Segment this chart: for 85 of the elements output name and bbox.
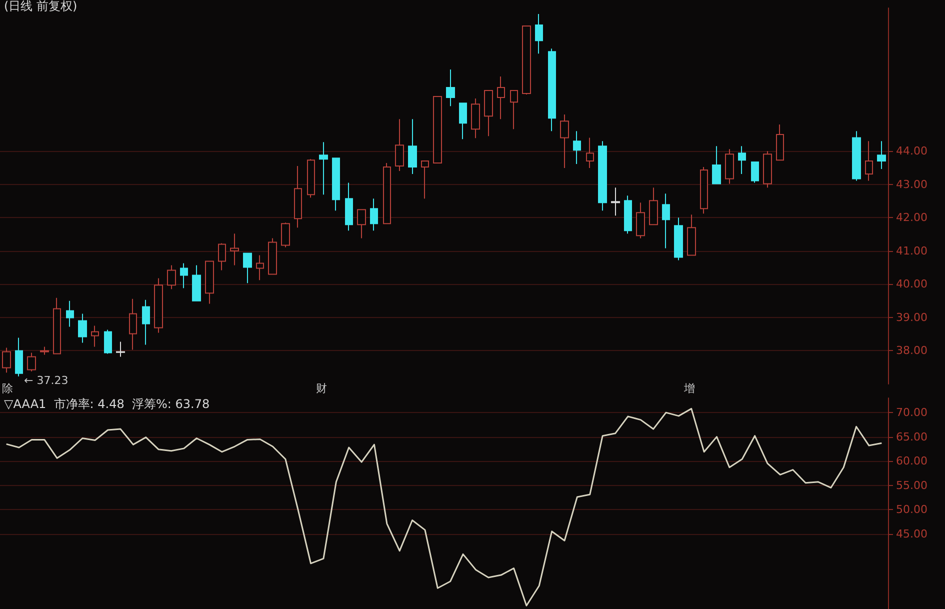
candlestick (535, 13, 543, 54)
candlestick (560, 114, 569, 169)
candlestick (636, 202, 645, 239)
candlestick (205, 260, 214, 304)
candlestick (78, 313, 87, 344)
candlestick (27, 352, 36, 372)
candlestick (586, 137, 594, 169)
annotation: 除 (2, 382, 13, 395)
candlestick (2, 347, 11, 374)
candlestick (154, 278, 163, 334)
candlestick (522, 25, 531, 96)
y-tick-label: 55.00 (896, 478, 928, 492)
y-tick-label: 70.00 (896, 406, 928, 420)
candlestick (256, 254, 264, 281)
candlestick (408, 118, 417, 175)
chart-title: ▽AAA1 市净率: 4.48 浮筹%: 63.78 (4, 397, 210, 411)
y-tick-label: 39.00 (896, 310, 928, 324)
candlestick (53, 297, 61, 354)
candlestick (218, 242, 226, 271)
candlestick (66, 300, 74, 328)
y-tick-label: 40.00 (896, 278, 928, 291)
candlestick (383, 162, 391, 224)
candlestick (776, 124, 784, 161)
candlestick (104, 329, 112, 354)
candlestick (116, 341, 125, 358)
y-tick-label: 43.00 (896, 178, 928, 191)
candlestick (345, 182, 353, 232)
candlestick (510, 90, 518, 130)
candlestick (674, 217, 683, 261)
candlestick (142, 299, 150, 346)
y-tick-label: 50.00 (896, 503, 928, 516)
candlestick (167, 264, 176, 290)
candlestick (738, 146, 746, 175)
candlestick (15, 337, 23, 377)
candlestick (649, 187, 658, 226)
y-tick-label: 60.00 (896, 454, 928, 468)
candlestick (433, 96, 442, 164)
candlestick (307, 158, 315, 198)
candlestick (230, 233, 239, 266)
candlestick (573, 130, 581, 165)
candlestick (877, 140, 886, 170)
y-tick-label: 38.00 (896, 344, 928, 358)
candlestick (624, 195, 632, 234)
candlestick (611, 187, 620, 216)
candlestick (459, 102, 467, 140)
annotation: ← 37.23 (24, 374, 68, 387)
candlestick (700, 166, 708, 214)
y-tick-label: 45.00 (896, 527, 928, 540)
candlestick (446, 69, 455, 107)
candlestick (662, 193, 670, 249)
candlestick (319, 142, 328, 196)
candlestick (421, 160, 429, 200)
candlestick (865, 140, 873, 182)
candlestick (497, 76, 505, 120)
candlestick (598, 140, 607, 212)
candlestick (40, 346, 49, 356)
candlestick (712, 146, 721, 184)
candlestick (180, 262, 188, 289)
candlestick (548, 48, 556, 132)
line-series (6, 408, 882, 606)
y-tick-label: 44.00 (896, 144, 928, 158)
chart-title: (日线 前复权) (4, 0, 78, 13)
candlestick (91, 325, 99, 348)
candlestick (687, 214, 696, 256)
candlestick (281, 222, 290, 248)
candlestick (370, 198, 378, 232)
y-tick-label: 41.00 (896, 244, 928, 258)
y-tick-label: 42.00 (896, 211, 928, 224)
candlestick (471, 98, 480, 139)
candlestick (852, 130, 861, 182)
candlestick (129, 298, 137, 350)
candlestick (192, 264, 201, 302)
candlestick (243, 252, 252, 284)
y-tick-label: 65.00 (896, 430, 928, 444)
candlestick (395, 118, 404, 172)
candlestick (484, 90, 493, 137)
candlestick (268, 238, 277, 275)
candlestick (763, 150, 772, 188)
candlestick (725, 148, 734, 184)
candlestick (357, 209, 366, 239)
candlestick (294, 166, 302, 228)
annotation: 财 (316, 382, 327, 395)
candlestick (332, 158, 340, 212)
annotation: 增 (683, 382, 695, 395)
candlestick (751, 162, 759, 184)
